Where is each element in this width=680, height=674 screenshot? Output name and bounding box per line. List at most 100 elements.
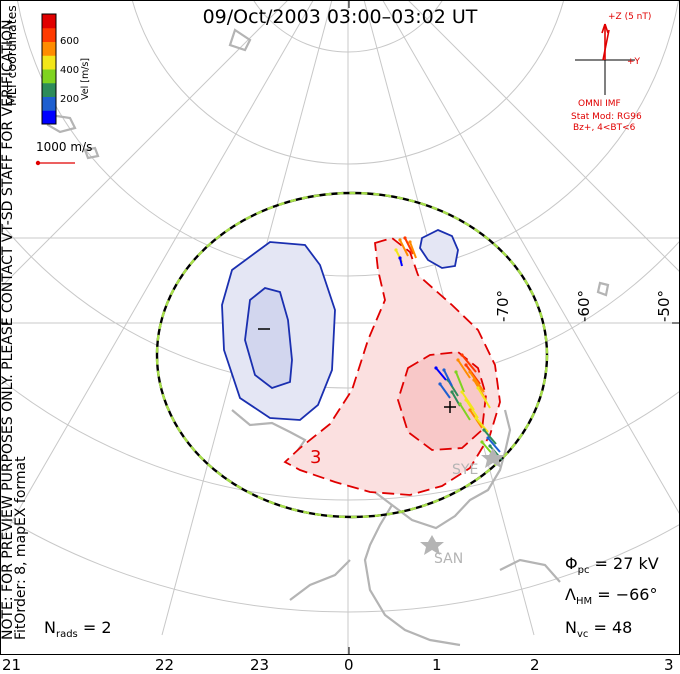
velocity-vector-origin: [442, 368, 446, 372]
imf-source: OMNI IMF: [578, 99, 621, 109]
velocity-vector-origin: [408, 240, 412, 244]
velocity-vector: [487, 437, 501, 453]
stat-n-rads-value: = 2: [82, 618, 112, 637]
stat-lambda-hm: ΛHM = −66°: [565, 585, 657, 607]
stat-n-rads-sub: rads: [55, 629, 78, 640]
velocity-vector: [404, 237, 414, 255]
velocity-vector: [465, 364, 481, 385]
velocity-vector-origin: [488, 444, 492, 448]
velocity-vector-origin: [394, 248, 398, 252]
velocity-vector-origin: [460, 390, 464, 394]
velocity-vector-origin: [403, 236, 407, 240]
velocity-vector: [461, 391, 475, 411]
positive-cell: [283, 237, 501, 496]
colorbar-tick-200: 200: [60, 94, 80, 105]
velocity-vector: [443, 369, 453, 387]
stat-n-rads-symbol: N: [44, 618, 56, 637]
stat-phi-pc-value: = 27 kV: [594, 554, 659, 573]
colorbar-swatch: [42, 110, 56, 125]
velocity-vectors: [394, 236, 503, 461]
colorbar-swatch: [42, 55, 56, 70]
station-label-sye: SYE: [452, 462, 479, 478]
colorbar-swatch: [42, 69, 56, 84]
imf-vector: [601, 23, 610, 61]
frame-ticks: [0, 0, 680, 655]
station-markers: [420, 448, 505, 555]
colorbar-swatch: [42, 41, 56, 56]
stat-n-vc-value: = 48: [593, 618, 633, 637]
reference-vector: [35, 160, 75, 166]
fit-order-label: FitOrder: 8, mapEX format: [13, 456, 29, 640]
velocity-vector-origin: [474, 416, 478, 420]
velocity-vector: [461, 354, 477, 373]
stat-phi-pc: Φpc = 27 kV: [565, 554, 659, 576]
stat-lambda-hm-value: = −66°: [597, 585, 658, 604]
mlt-label-21: 21: [2, 656, 22, 674]
negative-cell: [221, 229, 459, 421]
velocity-vector-origin: [398, 238, 402, 242]
velocity-vector-origin: [458, 402, 462, 406]
colorbar-swatch: [42, 96, 56, 111]
hm-boundary: [155, 191, 549, 519]
colorbar: [42, 14, 56, 125]
colorbar-swatch: [42, 27, 56, 42]
colorbar-tick-600: 600: [60, 36, 80, 47]
velocity-vector-origin: [464, 363, 468, 367]
stat-phi-pc-sub: pc: [577, 565, 590, 576]
velocity-vector-origin: [468, 370, 472, 374]
velocity-vector-origin: [472, 378, 476, 382]
mlt-label-3: 3: [664, 656, 674, 674]
velocity-vector: [483, 429, 497, 445]
velocity-vector-origin: [438, 382, 442, 386]
velocity-vector-origin: [450, 390, 454, 394]
velocity-vector-origin: [454, 370, 458, 374]
velocity-vector: [459, 403, 471, 421]
colorbar-title: Vel [m/s]: [80, 57, 91, 100]
mlt-label-1: 1: [432, 656, 442, 674]
contour-label: 3: [310, 447, 322, 468]
stat-lambda-hm-sub: HM: [575, 596, 593, 607]
velocity-vector-origin: [464, 398, 468, 402]
mlt-label-2: 2: [530, 656, 540, 674]
lat-label-60: -60°: [575, 290, 593, 322]
imf-condition: Bz+, 4<BT<6: [573, 123, 636, 133]
colorbar-swatch: [42, 14, 56, 29]
stat-phi-pc-symbol: Φ: [565, 554, 578, 573]
map-title: 09/Oct/2003 03:00–03:02 UT: [202, 6, 478, 28]
mlt-label-22: 22: [155, 656, 175, 674]
velocity-vector: [477, 387, 491, 409]
imf-model: Stat Mod: RG96: [571, 112, 642, 122]
stat-n-rads: Nrads = 2: [44, 618, 112, 640]
potential-max-marker: [444, 401, 456, 413]
stat-n-vc-sub: vc: [576, 629, 589, 640]
velocity-vector-origin: [480, 440, 484, 444]
stat-lambda-hm-symbol: Λ: [565, 585, 576, 604]
velocity-vector: [455, 371, 465, 393]
stat-n-vc: Nvc = 48: [565, 618, 632, 640]
mlt-grid: [0, 0, 680, 655]
velocity-vector-origin: [434, 366, 438, 370]
velocity-vector: [475, 417, 489, 433]
station-label-san: SAN: [434, 551, 464, 567]
velocity-vector-origin: [468, 408, 472, 412]
lat-label-50: -50°: [655, 290, 673, 322]
velocity-vector: [457, 359, 471, 379]
velocity-vector-origin: [398, 256, 402, 260]
mlt-label-23: 23: [250, 656, 270, 674]
velocity-vector-origin: [482, 428, 486, 432]
velocity-vector: [465, 399, 479, 419]
imf-z-label: +Z (5 nT): [608, 12, 652, 22]
velocity-vector-origin: [486, 436, 490, 440]
velocity-vector-origin: [460, 353, 464, 357]
velocity-vector: [435, 367, 447, 381]
scale-vector-label: 1000 m/s: [36, 140, 93, 154]
velocity-vector-origin: [476, 386, 480, 390]
velocity-vector: [399, 239, 409, 257]
velocity-vector: [409, 241, 417, 259]
stat-n-vc-symbol: N: [565, 618, 577, 637]
velocity-vector: [439, 383, 451, 399]
imf-y-label: +Y: [627, 57, 641, 67]
coastline: [46, 28, 610, 647]
colorbar-tick-400: 400: [60, 65, 80, 76]
mlt-label-0: 0: [344, 656, 354, 674]
